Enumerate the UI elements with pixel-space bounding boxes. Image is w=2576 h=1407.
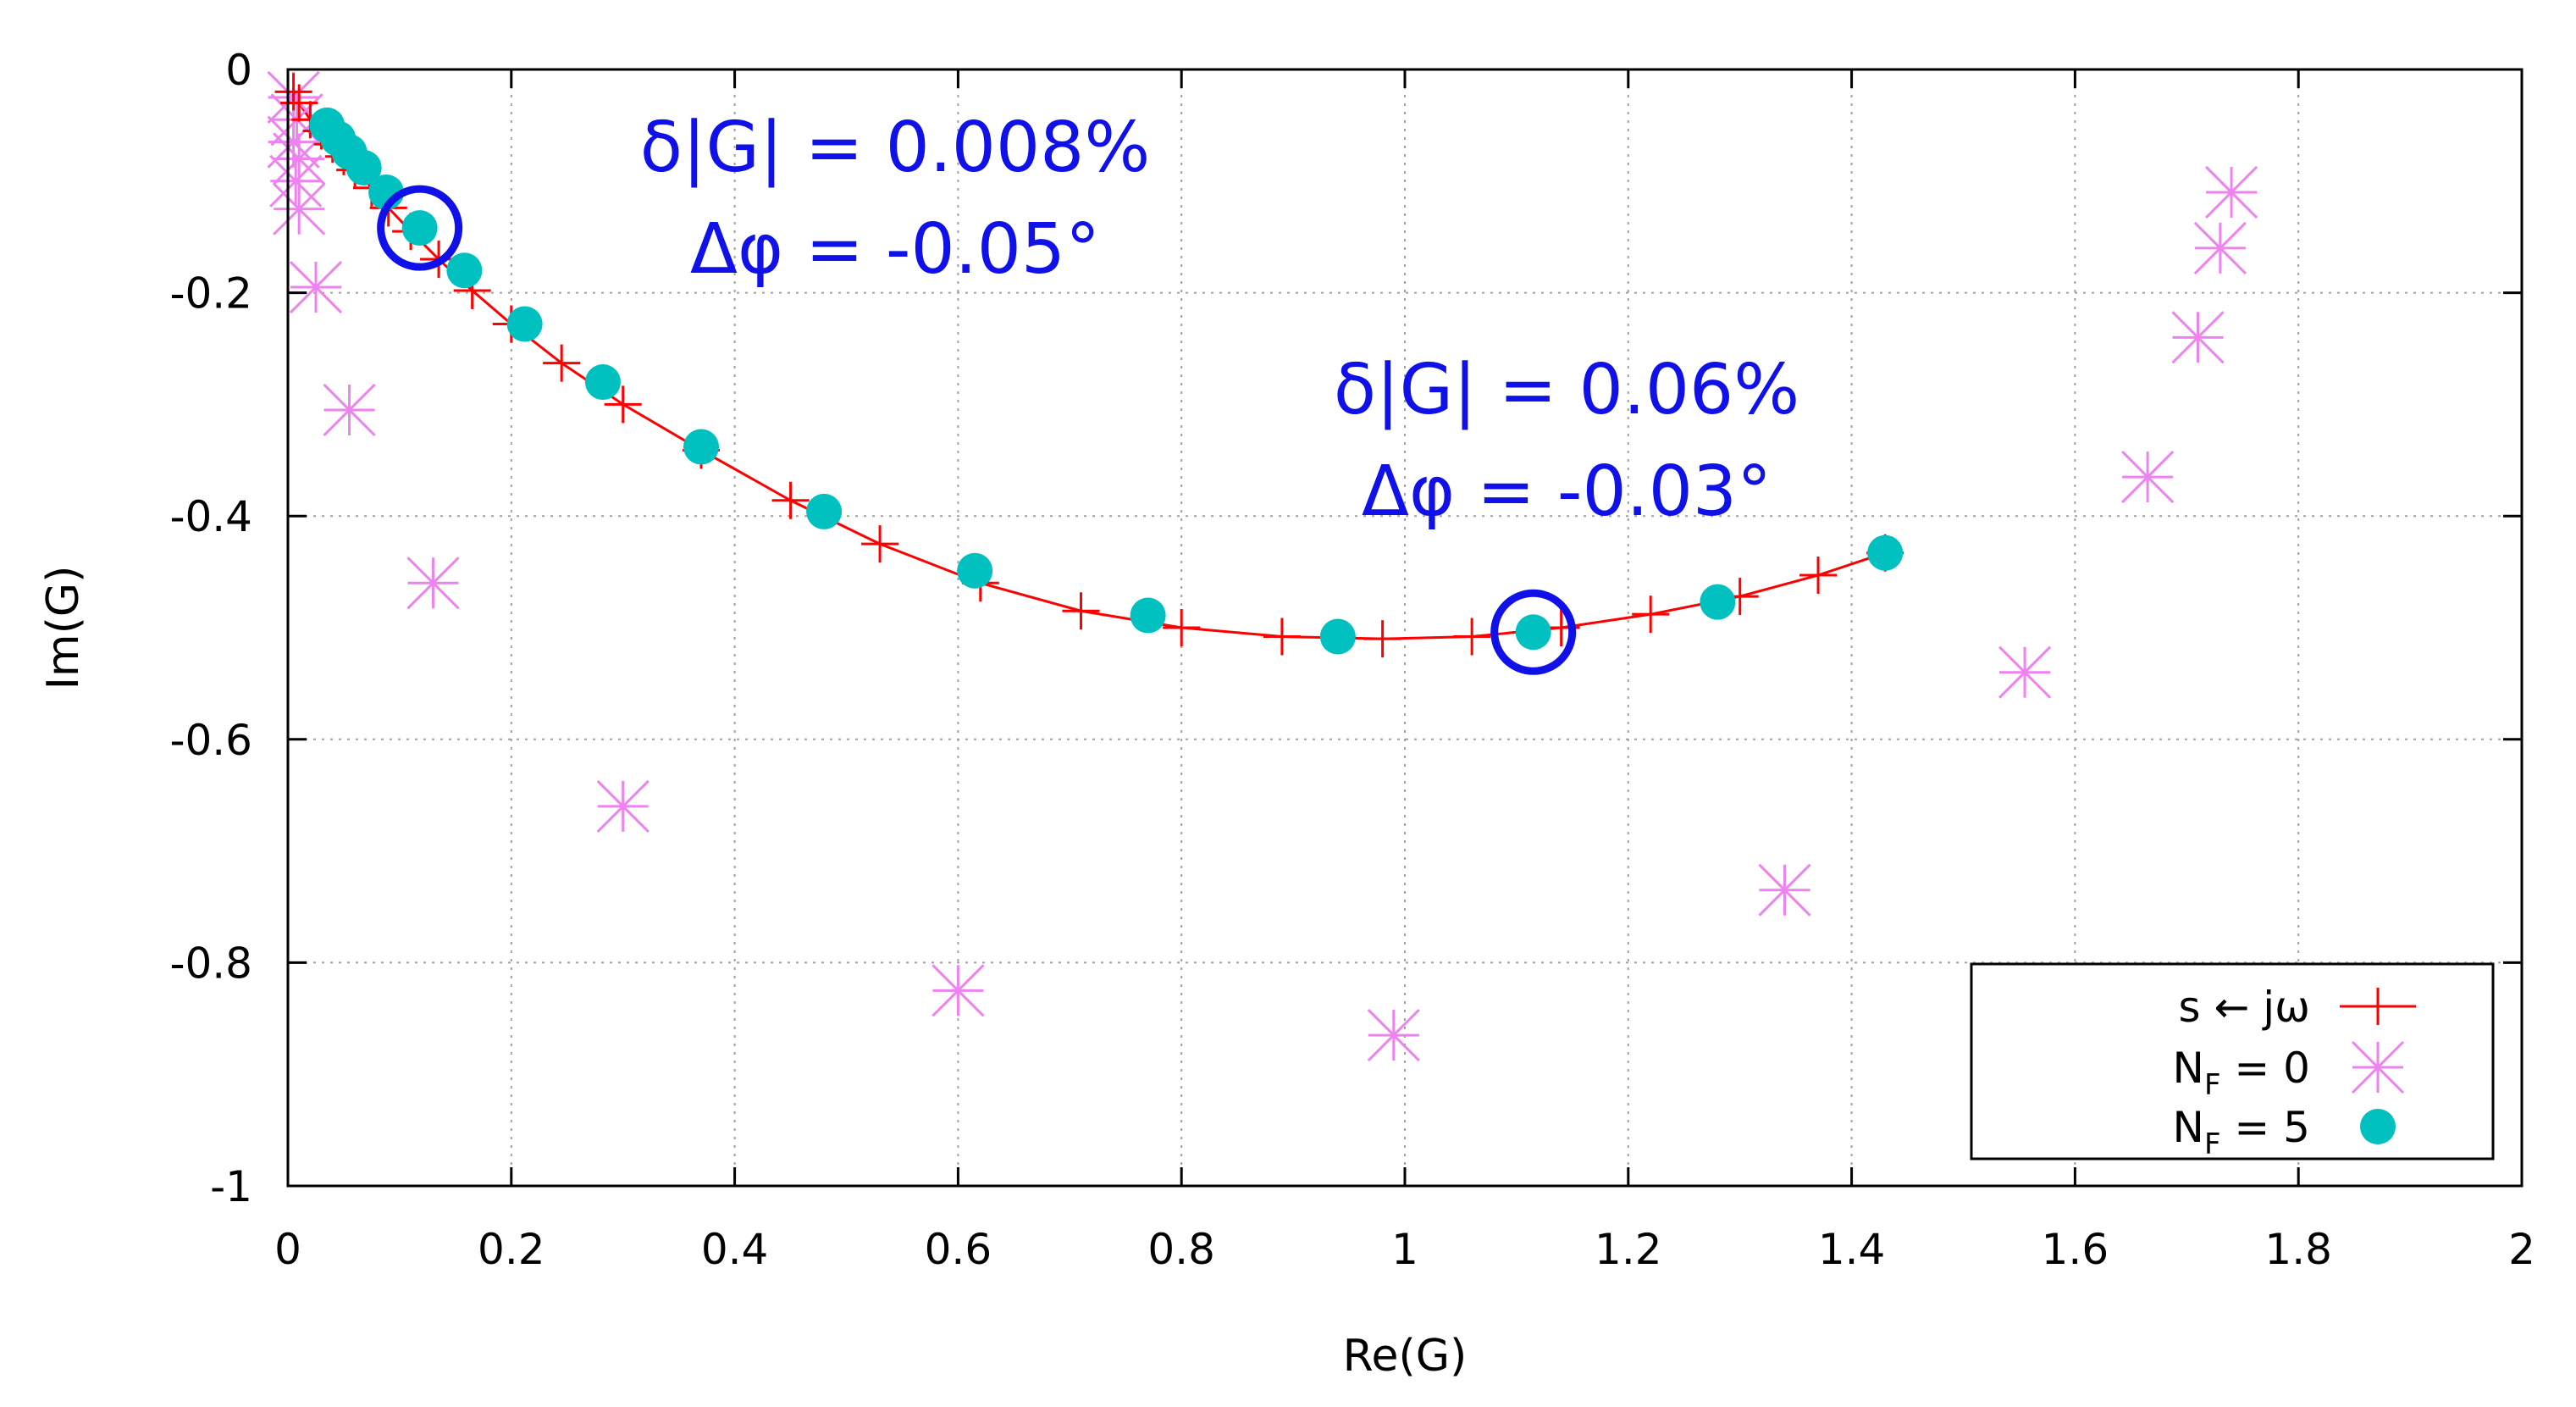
nf0-point: [2204, 165, 2258, 219]
annotation-magnitude-error: δ|G| = 0.008%: [640, 108, 1150, 188]
nf5-point: [345, 149, 382, 186]
asterisk-stroke: [2193, 221, 2247, 274]
y-axis-label: Im(G): [38, 566, 89, 690]
y-tick-label: -0.8: [169, 939, 252, 988]
legend: s ← jω NF = 0 NF = 5: [1970, 962, 2495, 1161]
asterisk-stroke: [323, 383, 376, 437]
s-jw-point: [1453, 618, 1491, 656]
asterisk-stroke: [289, 260, 343, 314]
s-jw-point: [1263, 618, 1301, 656]
legend-label-s-jw: s ← jω: [2179, 983, 2311, 1032]
plot-area-frame: [286, 68, 2523, 1188]
nf0-point: [2171, 311, 2225, 364]
y-tick-label: -1: [210, 1162, 252, 1211]
x-tick-label: 0.8: [1147, 1225, 1215, 1274]
x-tick-label: 0.2: [478, 1225, 545, 1274]
highlight-circle: [377, 185, 463, 271]
nf0-point: [406, 557, 460, 610]
nf5-point: [1319, 618, 1356, 655]
nf5-point: [957, 552, 993, 589]
asterisk-stroke: [1758, 863, 1811, 917]
annotation-magnitude-error: δ|G| = 0.06%: [1334, 350, 1799, 430]
x-tick-label: 1: [1391, 1225, 1418, 1274]
nf5-point: [584, 364, 621, 401]
nf0-point: [289, 260, 343, 314]
s-jw-point: [1632, 595, 1670, 634]
x-tick-label: 0: [274, 1225, 301, 1274]
annotations: δ|G| = 0.008% Δφ = -0.05° δ|G| = 0.06% Δφ =…: [377, 108, 1799, 675]
x-tick-label: 1.2: [1595, 1225, 1662, 1274]
nf5-point: [683, 429, 720, 465]
x-axis-label: Re(G): [1343, 1331, 1468, 1382]
data-points: [267, 70, 2258, 1062]
nf0-point: [1367, 1009, 1420, 1062]
nf5-point: [1700, 584, 1736, 620]
legend-box: [1970, 962, 2495, 1160]
x-tick-label: 1.4: [1818, 1225, 1886, 1274]
legend-marker-s-jw: [2359, 988, 2396, 1025]
s-jw-point: [543, 344, 581, 382]
s-jw-point: [604, 385, 642, 424]
nf5-point: [401, 210, 438, 247]
nf5-point: [806, 493, 843, 529]
nf5-point: [1130, 597, 1166, 634]
s-jw-point: [771, 481, 810, 519]
s-jw-point: [861, 525, 899, 563]
legend-markers: [2340, 988, 2416, 1144]
x-tick-label: 1.8: [2264, 1225, 2332, 1274]
x-tick-label: 2: [2508, 1225, 2535, 1274]
nf5-point: [1867, 535, 1904, 571]
asterisk-stroke: [269, 154, 323, 208]
asterisk-stroke: [1998, 645, 2052, 699]
asterisk-stroke: [406, 557, 460, 610]
nf5-point: [1515, 614, 1551, 651]
annotation-phase-error: Δφ = -0.05°: [690, 209, 1100, 290]
asterisk-stroke: [2351, 1040, 2405, 1094]
nf5-point: [446, 252, 483, 289]
nf5-point: [506, 306, 543, 342]
x-tick-label: 1.6: [2042, 1225, 2109, 1274]
asterisk-stroke: [931, 964, 985, 1017]
annotation-phase-error: Δφ = -0.03°: [1362, 451, 1772, 532]
nf0-point: [2121, 451, 2175, 504]
y-tick-label: 0: [225, 46, 252, 95]
legend-label-nf0: NF = 0: [2173, 1044, 2310, 1102]
legend-label-nf5: NF = 5: [2173, 1103, 2310, 1161]
s-jw-point: [1163, 609, 1201, 646]
y-tick-labels: 0 -0.2 -0.4 -0.6 -0.8 -1: [169, 46, 252, 1211]
y-tick-label: -0.2: [169, 269, 252, 319]
x-tick-label: 0.6: [925, 1225, 992, 1274]
highlight-circle: [1490, 589, 1577, 675]
s-jw-point: [1799, 557, 1838, 595]
legend-marker-nf0: [2351, 1040, 2405, 1094]
s-jw-point: [1363, 620, 1401, 658]
y-tick-label: -0.4: [169, 492, 252, 541]
nf0-point: [269, 154, 323, 208]
x-tick-label: 0.4: [701, 1225, 769, 1274]
asterisk-stroke: [273, 182, 326, 235]
asterisk-stroke: [2121, 451, 2175, 504]
nf0-point: [273, 132, 326, 186]
asterisk-stroke: [596, 779, 650, 833]
x-tick-labels: 0 0.2 0.4 0.6 0.8 1 1.2 1.4 1.6 1.8 2: [274, 1225, 2535, 1274]
nf0-point: [1998, 645, 2052, 699]
y-tick-label: -0.6: [169, 716, 252, 765]
nf0-point: [323, 383, 376, 437]
legend-marker-nf5: [2360, 1109, 2396, 1144]
nf0-point: [273, 182, 326, 235]
nf0-point: [2193, 221, 2247, 274]
nf0-point: [596, 779, 650, 833]
s-jw-point: [1062, 592, 1100, 630]
asterisk-stroke: [2171, 311, 2225, 364]
nf0-point: [931, 964, 985, 1017]
asterisk-stroke: [1367, 1009, 1420, 1062]
asterisk-stroke: [273, 132, 326, 186]
nf0-point: [1758, 863, 1811, 917]
asterisk-stroke: [2204, 165, 2258, 219]
